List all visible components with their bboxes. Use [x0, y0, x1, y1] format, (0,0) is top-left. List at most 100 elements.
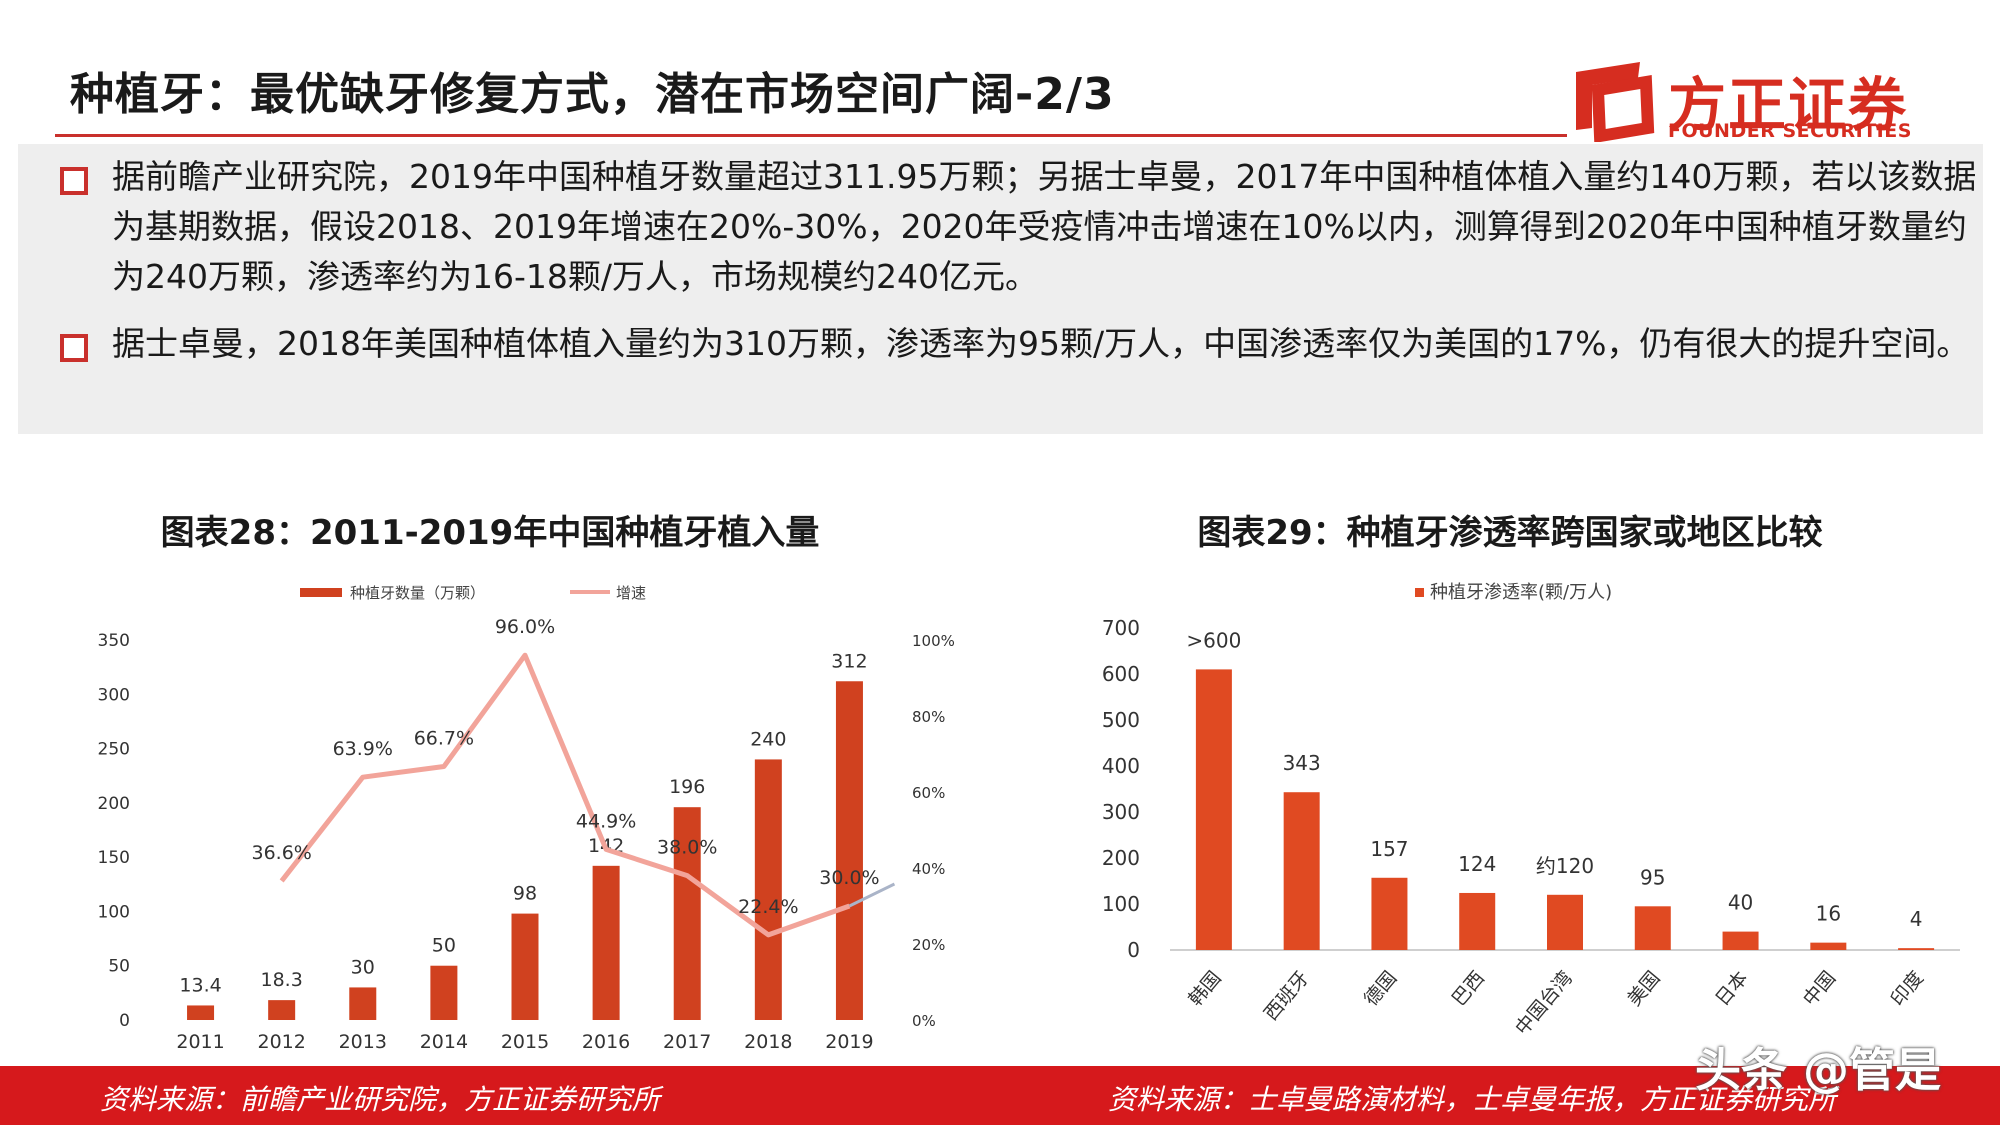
growth-line-extension: [848, 882, 896, 908]
implant-volume-chart: 种植牙数量（万颗） 增速 0 50 100 150 200 250 300 350 0% 20% 40%…: [98, 584, 955, 1053]
x-tick-label: 2018: [744, 1031, 792, 1053]
bar-value-label: 4: [1910, 907, 1923, 931]
logo-text-en: FOUNDER SECURITIES: [1668, 120, 1912, 142]
bar: [1283, 792, 1320, 950]
line-value-label: 96.0%: [495, 616, 555, 638]
legend-label-line: 增速: [616, 584, 646, 602]
bullet-square-icon: [60, 167, 88, 195]
bar: [268, 1000, 296, 1020]
x-tick-label: 西班牙: [1260, 967, 1314, 1025]
x-tick-label: 德国: [1360, 967, 1401, 1010]
bar: [592, 865, 620, 1020]
bar-value-label: 13.4: [179, 974, 221, 996]
y-right-tick-label: 100%: [912, 632, 955, 650]
bar-value-label: 50: [432, 935, 456, 957]
y-tick-label: 100: [1102, 892, 1140, 916]
bullet-text: 据士卓曼，2018年美国种植体植入量约为310万颗，渗透率为95颗/万人，中国渗…: [112, 324, 1970, 363]
y-left-tick-label: 200: [98, 794, 130, 814]
watermark: 头条 @管是: [1695, 1043, 1942, 1097]
bullet-text: 据前瞻产业研究院，2019年中国种植牙数量超过311.95万颗；另据士卓曼，20…: [112, 157, 1977, 296]
x-tick-label: 2016: [582, 1031, 630, 1053]
y-left-tick-label: 300: [98, 685, 130, 705]
x-tick-label: 日本: [1711, 967, 1752, 1010]
x-tick-label: 2014: [420, 1031, 468, 1053]
bar: [1195, 669, 1232, 950]
y-right-tick-label: 0%: [912, 1012, 936, 1030]
x-tick-label: 2013: [339, 1031, 387, 1053]
bar: [1371, 877, 1408, 950]
logo-text-cn: 方正证券: [1668, 71, 1909, 139]
y-left-tick-label: 50: [108, 957, 130, 977]
bar-value-label: 18.3: [261, 969, 303, 991]
line-value-label: 36.6%: [251, 842, 311, 864]
chart-29-title: 图表29：种植牙渗透率跨国家或地区比较: [1197, 513, 1823, 553]
title-underline: [55, 134, 1567, 137]
company-logo: 方正证券 FOUNDER SECURITIES: [1568, 58, 1988, 146]
x-tick-label: 印度: [1887, 967, 1928, 1010]
x-tick-label: 2017: [663, 1031, 711, 1053]
y-right-tick-label: 40%: [912, 860, 945, 878]
legend-swatch: [1415, 588, 1424, 597]
bar-value-label: 157: [1370, 837, 1408, 861]
y-tick-label: 400: [1102, 754, 1140, 778]
left-source-note: 资料来源：前瞻产业研究院，方正证券研究所: [100, 1083, 661, 1116]
bar: [1547, 894, 1583, 950]
line-value-label: 22.4%: [738, 896, 798, 918]
bar: [673, 807, 701, 1020]
bullet-square-icon: [60, 334, 88, 362]
bar: [1634, 906, 1671, 950]
summary-box: 据前瞻产业研究院，2019年中国种植牙数量超过311.95万颗；另据士卓曼，20…: [18, 144, 1983, 434]
bar: [1898, 948, 1935, 950]
bar-value-label: 124: [1458, 852, 1496, 876]
line-value-label: 66.7%: [414, 728, 474, 750]
y-left-tick-label: 350: [98, 631, 130, 651]
bar-value-label: 312: [831, 650, 867, 672]
x-tick-label: 2011: [176, 1031, 224, 1053]
bar-value-label: 95: [1640, 865, 1665, 889]
x-tick-label: 2019: [825, 1031, 873, 1053]
y-left-tick-label: 0: [119, 1011, 130, 1031]
line-value-label: 44.9%: [576, 810, 636, 832]
y-left-tick-label: 250: [98, 740, 130, 760]
y-tick-label: 600: [1102, 662, 1140, 686]
bar-value-label: 40: [1728, 891, 1753, 915]
bar: [835, 681, 863, 1020]
x-tick-label: 中国台湾: [1511, 967, 1577, 1039]
page-title: 种植牙：最优缺牙修复方式，潜在市场空间广阔-2/3: [70, 69, 1115, 120]
y-tick-label: 0: [1127, 938, 1140, 962]
legend-swatch-bar: [300, 588, 342, 597]
line-value-label: 30.0%: [819, 867, 879, 889]
legend-label-bar: 种植牙数量（万颗）: [350, 584, 485, 602]
growth-series-line: [279, 652, 851, 938]
x-tick-label: 2012: [257, 1031, 305, 1053]
footer-bar: [0, 1066, 2000, 1125]
penetration-rate-chart: 种植牙渗透率(颗/万人) 0 100 200 300 400 500 600 700 >600 韩国…: [1102, 582, 1960, 1039]
y-tick-label: 200: [1102, 846, 1140, 870]
bar-value-label: 196: [669, 776, 705, 798]
bar: [1459, 892, 1496, 950]
bar-value-label: 约120: [1536, 854, 1594, 878]
right-source-note: 资料来源：士卓曼路演材料，士卓曼年报，方正证券研究所: [1108, 1083, 1837, 1116]
x-tick-label: 2015: [501, 1031, 549, 1053]
y-tick-label: 300: [1102, 800, 1140, 824]
y-left-tick-label: 150: [98, 848, 130, 868]
x-tick-label: 中国: [1799, 967, 1840, 1010]
bar-value-label: 240: [750, 728, 786, 750]
logo-mark-icon: [1576, 62, 1655, 142]
x-tick-label: 美国: [1623, 967, 1664, 1010]
bar: [1722, 931, 1759, 950]
y-right-tick-label: 80%: [912, 708, 945, 726]
line-value-label: 38.0%: [657, 837, 717, 859]
bar-value-label: 30: [351, 956, 375, 978]
bar: [187, 1005, 215, 1020]
bar: [754, 759, 782, 1020]
bar-value-label: >600: [1186, 628, 1241, 652]
bar: [1810, 942, 1847, 950]
bar: [349, 987, 377, 1020]
bar-value-label: 16: [1816, 902, 1841, 926]
y-left-tick-label: 100: [98, 902, 130, 922]
chart-28-title: 图表28：2011-2019年中国种植牙植入量: [160, 513, 820, 553]
bar-value-label: 343: [1283, 751, 1321, 775]
x-tick-label: 韩国: [1184, 967, 1225, 1010]
bar-value-label: 98: [513, 883, 537, 905]
